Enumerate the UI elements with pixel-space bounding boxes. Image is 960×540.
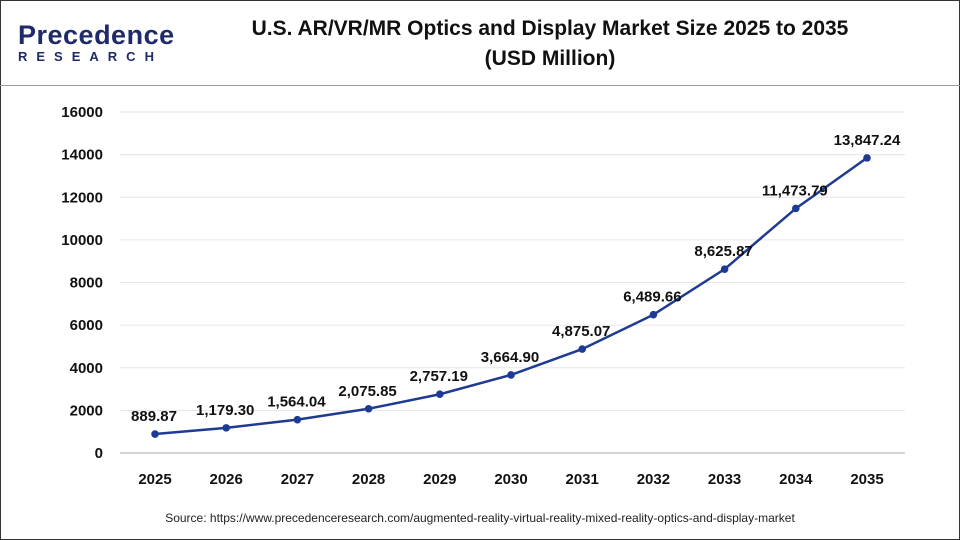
- y-tick-label: 16000: [61, 104, 103, 121]
- x-tick-label: 2029: [423, 471, 456, 488]
- y-tick-label: 14000: [61, 147, 103, 164]
- logo-line2: RESEARCH: [18, 49, 163, 64]
- data-point: [222, 424, 230, 432]
- logo-line1: Precedence: [18, 20, 175, 50]
- data-point: [792, 204, 800, 213]
- data-label: 2,075.85: [338, 383, 396, 400]
- y-tick-label: 0: [95, 445, 103, 462]
- x-tick-label: 2031: [566, 471, 599, 488]
- series-line: [154, 156, 868, 436]
- subtitle-line: (USD Million): [484, 47, 616, 70]
- data-point: [151, 430, 159, 438]
- header-divider: [0, 85, 960, 86]
- x-tick-label: 2028: [352, 471, 385, 488]
- data-point: [507, 371, 515, 379]
- data-label: 13,847.24: [834, 132, 901, 149]
- y-tick-label: 2000: [70, 402, 103, 419]
- data-label: 6,489.66: [623, 289, 681, 306]
- y-tick-label: 4000: [70, 360, 103, 377]
- data-label: 3,664.90: [481, 349, 539, 366]
- data-label: 1,564.04: [267, 394, 326, 411]
- chart-title: U.S. AR/VR/MR Optics and Display Market …: [200, 14, 900, 74]
- data-label: 8,625.87: [694, 243, 752, 260]
- y-tick-label: 8000: [70, 275, 103, 292]
- x-tick-label: 2035: [850, 471, 883, 488]
- x-tick-label: 2034: [779, 471, 813, 488]
- data-label: 4,875.07: [552, 323, 610, 340]
- x-tick-label: 2030: [494, 471, 527, 488]
- x-tick-label: 2027: [281, 471, 314, 488]
- data-point: [578, 345, 586, 353]
- x-tick-label: 2026: [210, 471, 243, 488]
- data-label: 2,757.19: [410, 368, 468, 385]
- data-label: 1,179.30: [196, 402, 254, 419]
- data-point: [720, 265, 729, 273]
- data-point: [293, 415, 302, 424]
- data-point: [436, 390, 444, 399]
- x-tick-label: 2025: [138, 471, 171, 488]
- x-tick-label: 2032: [637, 471, 670, 488]
- data-point: [364, 404, 373, 413]
- source-note: Source: https://www.precedenceresearch.c…: [165, 511, 795, 525]
- x-tick-label: 2033: [708, 471, 741, 488]
- y-tick-label: 10000: [61, 232, 103, 249]
- title-line: U.S. AR/VR/MR Optics and Display Market …: [251, 17, 849, 40]
- data-point: [863, 154, 871, 162]
- data-label: 889.87: [131, 408, 177, 425]
- data-point: [649, 310, 658, 319]
- y-tick-label: 12000: [61, 189, 103, 206]
- logo: Precedence RESEARCH: [18, 20, 175, 64]
- y-tick-label: 6000: [70, 317, 103, 334]
- data-label: 11,473.79: [762, 182, 828, 199]
